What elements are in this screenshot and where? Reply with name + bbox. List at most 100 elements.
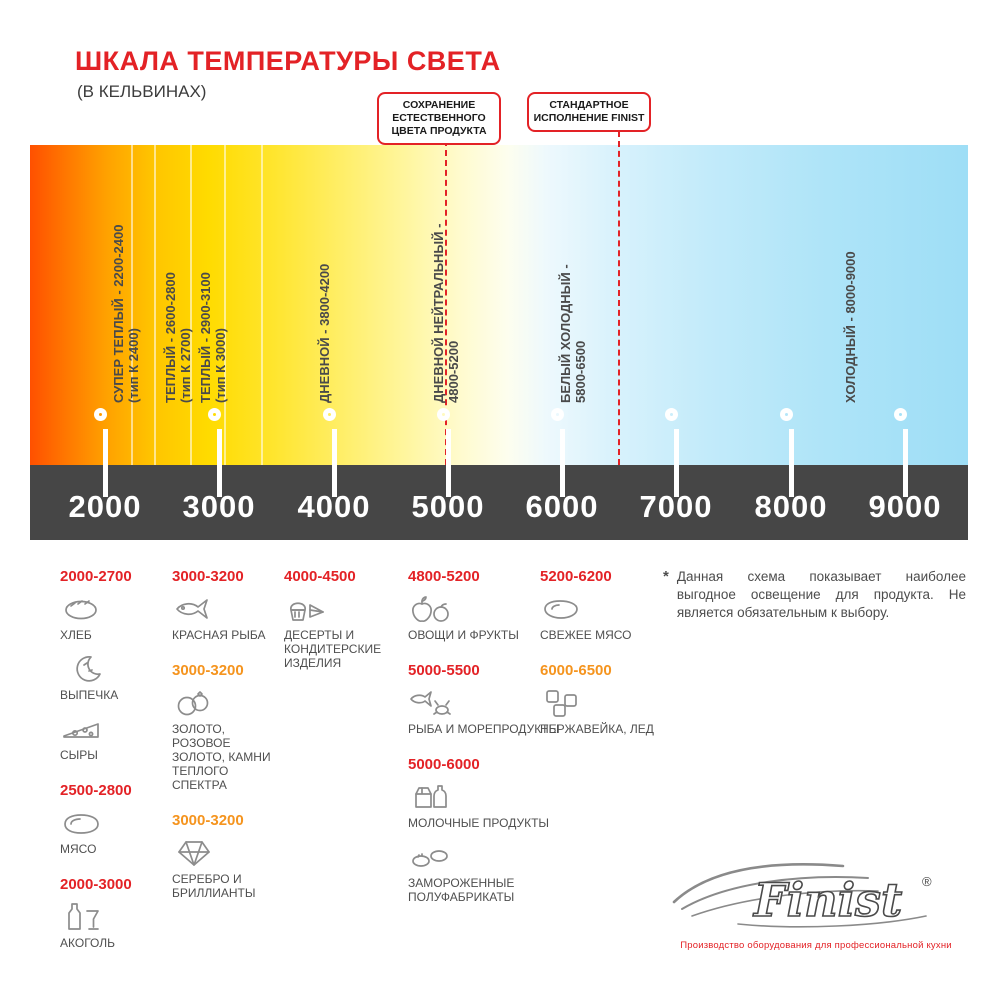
marker-ring-icon	[780, 408, 793, 421]
range-badge: 2000-3000	[60, 876, 132, 893]
item-label: РЫБА И МОРЕПРОДУКТЫ	[408, 722, 560, 736]
item-label: СЕРЕБРО И БРИЛЛИАНТЫ	[172, 872, 256, 900]
marker-stem	[674, 429, 679, 497]
category-item: ДЕСЕРТЫ И КОНДИТЕРСКИЕ ИЗДЕЛИЯ	[284, 593, 404, 670]
zone-divider	[154, 145, 156, 465]
category-group: 5000-5500 РЫБА И МОРЕПРОДУКТЫ	[408, 662, 560, 736]
item-label: НЕРЖАВЕЙКА, ЛЕД	[540, 722, 654, 736]
note: * Данная схема показывает наиболее выгод…	[663, 568, 966, 622]
item-label: СВЕЖЕЕ МЯСО	[540, 628, 632, 642]
marker-ring-icon	[665, 408, 678, 421]
callout-natural-color: СОХРАНЕНИЕ ЕСТЕСТВЕННОГО ЦВЕТА ПРОДУКТА	[377, 92, 501, 145]
item-label: ОВОЩИ И ФРУКТЫ	[408, 628, 519, 642]
marker-stem	[217, 429, 222, 497]
marker-ring-icon	[894, 408, 907, 421]
meat-icon	[64, 814, 99, 834]
registered-mark: ®	[922, 874, 932, 889]
kelvin-scale-bar	[30, 465, 968, 540]
category-column-2: 3000-3200 КРАСНАЯ РЫБА 3000-3200 ЗОЛОТО,…	[172, 568, 286, 920]
seafood-icon	[410, 691, 451, 715]
logo-wings-icon: Finist ®	[672, 863, 932, 928]
marker-ring-icon	[94, 408, 107, 421]
item-label: ЗОЛОТО, РОЗОВОЕ ЗОЛОТО, КАМНИ ТЕПЛОГО СП…	[172, 722, 271, 792]
category-item: РЫБА И МОРЕПРОДУКТЫ	[408, 687, 560, 736]
zone-divider	[224, 145, 226, 465]
category-item: ВЫПЕЧКА	[60, 653, 164, 702]
item-label: ДЕСЕРТЫ И КОНДИТЕРСКИЕ ИЗДЕЛИЯ	[284, 628, 382, 670]
marker-ring-icon	[437, 408, 450, 421]
range-badge: 6000-6500	[540, 662, 612, 679]
marker-ring-icon	[208, 408, 221, 421]
category-group: 4000-4500 ДЕСЕРТЫ И КОНДИТЕРСКИЕ ИЗДЕЛИЯ	[284, 568, 404, 670]
category-group: 2000-2700 ХЛЕБ ВЫПЕЧКА СЫРЫ	[60, 568, 164, 762]
category-group: 4800-5200 ОВОЩИ И ФРУКТЫ	[408, 568, 560, 642]
item-label: СЫРЫ	[60, 748, 98, 762]
dessert-icon	[290, 602, 324, 621]
range-badge: 3000-3200	[172, 812, 244, 829]
category-column-4: 4800-5200 ОВОЩИ И ФРУКТЫ 5000-5500 РЫБА …	[408, 568, 560, 924]
category-item: КРАСНАЯ РЫБА	[172, 593, 286, 642]
marker-stem	[103, 429, 108, 497]
range-badge: 2500-2800	[60, 782, 132, 799]
zone-divider	[261, 145, 263, 465]
category-group: 6000-6500 НЕРЖАВЕЙКА, ЛЕД	[540, 662, 654, 736]
item-label: ХЛЕБ	[60, 628, 92, 642]
item-label: АКОГОЛЬ	[60, 936, 115, 950]
category-item: МОЛОЧНЫЕ ПРОДУКТЫ	[408, 781, 560, 830]
fruits-icon	[412, 596, 449, 622]
category-item: НЕРЖАВЕЙКА, ЛЕД	[540, 687, 654, 736]
dashed-line-6500k	[618, 131, 620, 465]
ice-icon	[546, 690, 577, 717]
category-group: 3000-3200 ЗОЛОТО, РОЗОВОЕ ЗОЛОТО, КАМНИ …	[172, 662, 286, 792]
category-group: 3000-3200 КРАСНАЯ РЫБА	[172, 568, 286, 642]
category-item: ХЛЕБ	[60, 593, 164, 642]
category-item: СВЕЖЕЕ МЯСО	[540, 593, 654, 642]
logo-tagline: Производство оборудования для профессион…	[680, 940, 952, 951]
marker-stem	[903, 429, 908, 497]
page-title: ШКАЛА ТЕМПЕРАТУРЫ СВЕТА	[75, 46, 501, 76]
dashed-line-5000k	[445, 140, 447, 465]
page-subtitle: (В КЕЛЬВИНАХ)	[77, 82, 207, 101]
zone-divider	[131, 145, 133, 465]
marker-ring-icon	[323, 408, 336, 421]
range-badge: 5000-6000	[408, 756, 480, 773]
category-item: ОВОЩИ И ФРУКТЫ	[408, 593, 560, 642]
range-badge: 4800-5200	[408, 568, 480, 585]
gradient-band	[30, 145, 968, 465]
range-badge: 4000-4500	[284, 568, 356, 585]
marker-ring-icon	[551, 408, 564, 421]
item-label: ЗАМОРОЖЕННЫЕ ПОЛУФАБРИКАТЫ	[408, 876, 515, 904]
marker-stem	[560, 429, 565, 497]
range-badge: 3000-3200	[172, 662, 244, 679]
marker-stem	[789, 429, 794, 497]
category-item: МЯСО	[60, 807, 164, 856]
red-fish-icon	[176, 599, 208, 619]
note-text: Данная схема показывает наиболее выгодно…	[676, 569, 966, 620]
item-label: МОЛОЧНЫЕ ПРОДУКТЫ	[408, 816, 550, 830]
zone-divider	[190, 145, 192, 465]
finist-logo: Finist ®	[668, 856, 964, 938]
category-item: ЗАМОРОЖЕННЫЕ ПОЛУФАБРИКАТЫ	[408, 841, 560, 904]
category-group: 3000-3200 СЕРЕБРО И БРИЛЛИАНТЫ	[172, 812, 286, 900]
alcohol-icon	[68, 903, 99, 930]
category-column-1: 2000-2700 ХЛЕБ ВЫПЕЧКА СЫРЫ 2500-2800 МЯ…	[60, 568, 164, 970]
category-group: 2500-2800 МЯСО	[60, 782, 164, 856]
croissant-icon	[76, 656, 101, 682]
range-badge: 5200-6200	[540, 568, 612, 585]
category-item: СЕРЕБРО И БРИЛЛИАНТЫ	[172, 837, 286, 900]
bread-icon	[65, 600, 97, 620]
category-column-5: 5200-6200 СВЕЖЕЕ МЯСО 6000-6500 НЕРЖАВЕЙ…	[540, 568, 654, 756]
category-item: СЫРЫ	[60, 713, 164, 762]
item-label: МЯСО	[60, 842, 97, 856]
range-badge: 3000-3200	[172, 568, 244, 585]
category-group: 5000-6000 МОЛОЧНЫЕ ПРОДУКТЫ ЗАМОРОЖЕННЫЕ…	[408, 756, 560, 904]
range-badge: 2000-2700	[60, 568, 132, 585]
range-badge: 5000-5500	[408, 662, 480, 679]
category-group: 5200-6200 СВЕЖЕЕ МЯСО	[540, 568, 654, 642]
note-asterisk: *	[663, 568, 669, 585]
frozen-icon	[412, 850, 448, 867]
callout-standard-finist: СТАНДАРТНОЕ ИСПОЛНЕНИЕ FINIST	[527, 92, 651, 132]
brand-name: Finist	[752, 873, 902, 927]
rings-icon	[177, 691, 209, 716]
